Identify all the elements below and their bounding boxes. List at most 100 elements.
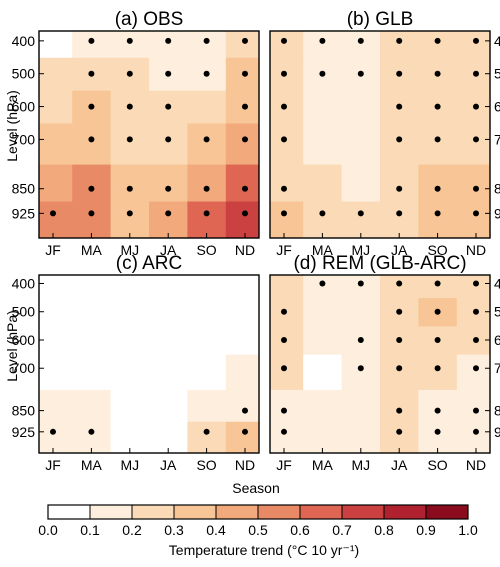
heatmap-cell-arc-SO-500 xyxy=(187,297,227,327)
heatmap-cell-rem-JF-925 xyxy=(270,421,304,453)
heatmap-cell-arc-SO-700 xyxy=(187,354,227,390)
significance-dot xyxy=(126,103,133,110)
heatmap-cell-glb-JF-400 xyxy=(270,31,304,58)
significance-dot xyxy=(473,103,479,110)
heatmap-cell-glb-MA-600 xyxy=(303,90,343,124)
colorbar-segment xyxy=(258,505,301,519)
y-tick-label: 600 xyxy=(12,99,36,115)
x-tick-label: MA xyxy=(81,242,103,258)
y-tick-label: 500 xyxy=(12,66,36,82)
significance-dot xyxy=(242,37,248,44)
heatmap-cell-glb-SO-400 xyxy=(418,31,458,58)
heatmap-cell-rem-SO-925 xyxy=(418,421,458,453)
colorbar-label: Temperature trend (°C 10 yr⁻¹) xyxy=(169,542,359,558)
heatmap-cell-arc-ND-600 xyxy=(225,325,259,355)
y-tick-label: 500 xyxy=(494,66,500,82)
panel-title-obs: (a) OBS xyxy=(115,9,184,30)
heatmap-cell-rem-MA-700 xyxy=(303,354,343,390)
heatmap-cell-glb-SO-850 xyxy=(418,164,458,202)
heatmap-cell-glb-ND-925 xyxy=(456,201,490,238)
significance-dot xyxy=(473,308,479,315)
colorbar-segment xyxy=(174,505,217,519)
significance-dot xyxy=(88,37,95,44)
significance-dot xyxy=(434,37,441,44)
significance-dot xyxy=(165,185,172,192)
colorbar-segment xyxy=(384,505,427,519)
colorbar-segment xyxy=(132,505,175,519)
x-tick-label: JF xyxy=(276,457,292,473)
panel-rem: (d) REM (GLB-ARC) JF MA MJ JA SO ND 400 500 600 70… xyxy=(269,253,500,473)
heatmap-cell-arc-ND-925 xyxy=(225,421,259,453)
heatmap-cell-arc-JF-600 xyxy=(39,325,73,355)
heatmap-cell-glb-ND-700 xyxy=(456,123,490,165)
heatmap-cell-rem-JA-925 xyxy=(380,421,419,453)
heatmap-cell-arc-MJ-850 xyxy=(110,389,150,422)
significance-dot xyxy=(242,103,248,110)
significance-dot xyxy=(396,308,403,315)
heatmap-cell-rem-MJ-700 xyxy=(341,354,381,390)
x-tick-label: MJ xyxy=(120,242,139,258)
significance-dot xyxy=(242,407,248,414)
heatmap-cell-glb-JF-700 xyxy=(270,123,304,165)
heatmap-cell-rem-MA-850 xyxy=(303,389,343,422)
heatmap-cell-rem-SO-400 xyxy=(418,275,458,299)
heatmap-cell-arc-MA-400 xyxy=(72,275,112,299)
heatmap-cell-rem-MJ-400 xyxy=(341,275,381,299)
heatmap-cell-glb-MA-850 xyxy=(303,164,343,202)
significance-dot xyxy=(473,280,479,287)
colorbar-tick-label: 1.0 xyxy=(458,522,478,538)
panel-title-glb: (b) GLB xyxy=(347,9,414,30)
colorbar-tick-label: 0.6 xyxy=(290,522,310,538)
heatmap-cell-rem-MA-600 xyxy=(303,325,343,355)
significance-dot xyxy=(281,136,287,143)
panel-obs: (a) OBS JF MA MJ JA SO ND 400 500 600 700 850 925 xyxy=(12,9,260,258)
y-tick-label: 925 xyxy=(494,424,500,440)
significance-dot xyxy=(434,336,441,343)
colorbar-tick-label: 0.2 xyxy=(122,522,142,538)
significance-dot xyxy=(473,407,479,414)
heatmap-cell-obs-JF-850 xyxy=(39,164,73,202)
heatmap-cell-obs-MJ-700 xyxy=(110,123,150,165)
significance-dot xyxy=(281,407,287,414)
x-tick-label: JF xyxy=(45,457,61,473)
heatmap-cell-glb-MJ-400 xyxy=(341,31,381,58)
significance-dot xyxy=(473,428,479,435)
heatmap-cell-rem-MA-500 xyxy=(303,297,343,327)
y-axis-label-top: Level (hPa) xyxy=(4,90,20,162)
significance-dot xyxy=(242,428,248,435)
colorbar: 0.0 0.1 0.2 0.3 0.4 0.5 0.6 0.7 0.8 0.9 1.0 xyxy=(38,504,478,538)
significance-dot xyxy=(319,210,326,217)
heatmap-cell-glb-JA-850 xyxy=(380,164,419,202)
significance-dot xyxy=(473,210,479,217)
heatmap-cell-obs-MJ-925 xyxy=(110,201,150,238)
significance-dot xyxy=(473,365,479,372)
x-tick-label: MJ xyxy=(351,242,370,258)
heatmap-cell-glb-MA-400 xyxy=(303,31,343,58)
significance-dot xyxy=(357,70,364,77)
heatmap-cell-arc-JA-850 xyxy=(149,389,188,422)
heatmap-cell-obs-MA-400 xyxy=(72,31,112,58)
x-tick-label: MA xyxy=(312,242,334,258)
heatmap-cell-arc-ND-400 xyxy=(225,275,259,299)
y-tick-label: 400 xyxy=(12,275,36,291)
panel-glb: (b) GLB JF MA MJ JA SO ND 400 500 600 700 850 925 xyxy=(269,9,500,258)
significance-dot xyxy=(203,70,210,77)
panel-frame xyxy=(269,274,491,454)
significance-dot xyxy=(434,407,441,414)
heatmap-cell-arc-SO-400 xyxy=(187,275,227,299)
colorbar-tick-label: 0.5 xyxy=(248,522,268,538)
heatmap-cell-arc-ND-500 xyxy=(225,297,259,327)
significance-dot xyxy=(357,280,364,287)
heatmap-cell-rem-JA-700 xyxy=(380,354,419,390)
significance-dot xyxy=(396,185,403,192)
heatmap-cell-rem-MA-925 xyxy=(303,421,343,453)
x-tick-label: JA xyxy=(391,457,408,473)
significance-dot xyxy=(319,280,326,287)
significance-dot xyxy=(434,428,441,435)
heatmap-cell-obs-JF-600 xyxy=(39,90,73,124)
heatmap-cell-rem-SO-700 xyxy=(418,354,458,390)
heatmap-cell-arc-MA-500 xyxy=(72,297,112,327)
heatmap-cell-arc-MJ-700 xyxy=(110,354,150,390)
colorbar-segment xyxy=(342,505,385,519)
